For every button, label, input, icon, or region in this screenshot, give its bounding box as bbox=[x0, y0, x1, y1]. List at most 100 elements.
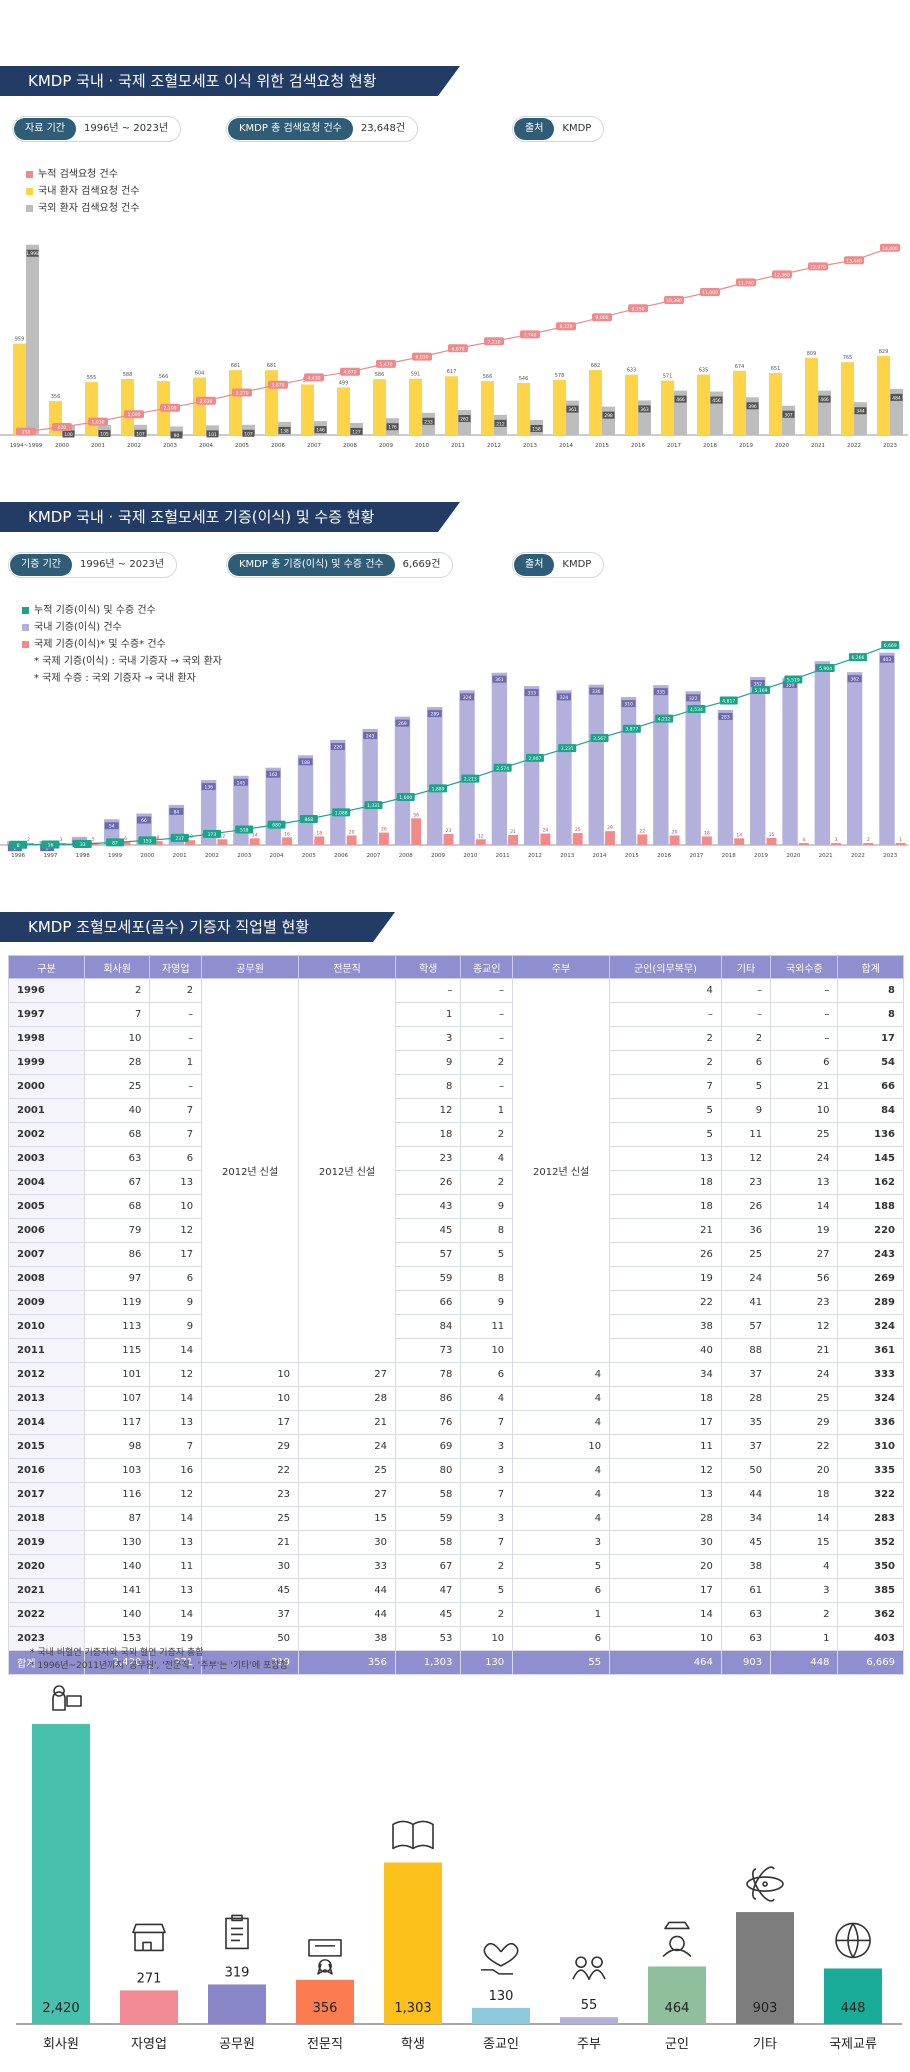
bar-value-label: 319 bbox=[225, 1965, 250, 1980]
cumulative-data-label: 1,088 bbox=[335, 810, 348, 816]
domestic-label-box bbox=[395, 719, 410, 727]
domestic-label-box bbox=[266, 770, 281, 778]
domestic-bar bbox=[517, 383, 530, 435]
table-cell: 7 bbox=[460, 1482, 514, 1507]
table-cell: 107 bbox=[83, 1386, 151, 1411]
table-cell: 45 bbox=[394, 1218, 462, 1243]
cumulative-point bbox=[772, 270, 792, 279]
table-cell: 319 bbox=[201, 1650, 300, 1675]
table-cell: 140 bbox=[83, 1554, 151, 1579]
table-cell: 28 bbox=[83, 1050, 151, 1075]
cumulative-point bbox=[376, 359, 396, 368]
cumulative-point bbox=[880, 243, 900, 252]
table-cell: 28 bbox=[298, 1386, 396, 1411]
table-cell: 2002 bbox=[8, 1122, 85, 1147]
foreign-label-box bbox=[134, 429, 147, 437]
x-tick-label: 2008 bbox=[399, 853, 413, 859]
table-cell: 17 bbox=[837, 1026, 904, 1051]
table-cell: 2 bbox=[83, 978, 151, 1003]
table-cell: 15 bbox=[298, 1506, 396, 1531]
foreign-label-box bbox=[422, 417, 435, 425]
legend-label: 누적 기증(이식) 및 수증 건수 bbox=[34, 605, 156, 616]
foreign-label-box bbox=[242, 429, 255, 437]
foreign-data-label: 100 bbox=[64, 432, 73, 438]
table-cell: 403 bbox=[837, 1626, 904, 1651]
international-data-label: 18 bbox=[704, 830, 710, 836]
x-tick-label: 2021 bbox=[819, 853, 833, 859]
cumulative-data-label: 10,380 bbox=[666, 298, 682, 304]
table-cell: 12 bbox=[149, 1362, 203, 1387]
table-cell: 17 bbox=[609, 1410, 722, 1435]
foreign-data-label: 363 bbox=[640, 407, 649, 413]
domestic-bar bbox=[394, 716, 411, 845]
cumulative-point bbox=[525, 753, 544, 762]
x-tick-label: 2003 bbox=[163, 443, 177, 449]
domestic-data-label: 333 bbox=[527, 691, 536, 697]
table-cell: 53 bbox=[394, 1626, 462, 1651]
table-cell: 18 bbox=[609, 1386, 722, 1411]
donation-chart: 8219968319971751998546199966820008410200… bbox=[0, 641, 908, 859]
category-label: 학생 bbox=[401, 2037, 425, 2052]
table-row: 2009 119 9 66 9 22 41 23 289 bbox=[8, 1290, 904, 1315]
foreign-data-label: 107 bbox=[244, 431, 253, 437]
domestic-bar bbox=[297, 755, 314, 845]
table-cell: 17 bbox=[149, 1242, 203, 1267]
x-tick-label: 2015 bbox=[625, 853, 639, 859]
foreign-label-box bbox=[26, 249, 39, 257]
x-tick-label: 2016 bbox=[657, 853, 671, 859]
table-cell: 136 bbox=[837, 1122, 904, 1147]
table-cell: 20 bbox=[770, 1458, 839, 1483]
table-cell: 9 bbox=[460, 1194, 514, 1219]
foreign-data-label: 138 bbox=[280, 428, 289, 434]
table-cell: 8 bbox=[837, 1002, 904, 1027]
domestic-data-label: 959 bbox=[15, 337, 25, 343]
period-tag: 자료 기간 bbox=[14, 118, 76, 140]
domestic-data-label: 765 bbox=[843, 355, 853, 361]
domestic-label-box bbox=[363, 732, 378, 740]
foreign-bar bbox=[170, 426, 183, 435]
bar-value-label: 903 bbox=[753, 2001, 778, 2016]
table-cell: 2012년 신설 bbox=[298, 978, 396, 1363]
category-label: 기타 bbox=[753, 2037, 777, 2052]
table-cell: 3 bbox=[460, 1434, 514, 1459]
cumulative-data-label: 5,470 bbox=[380, 362, 393, 368]
table-cell: 88 bbox=[720, 1338, 772, 1363]
foreign-label-box bbox=[890, 393, 903, 401]
international-data-label: 24 bbox=[543, 828, 549, 834]
category-label: 공무원 bbox=[219, 2037, 255, 2052]
table-cell: 34 bbox=[609, 1362, 722, 1387]
table-cell: 153 bbox=[83, 1626, 151, 1651]
cumulative-point bbox=[88, 417, 108, 426]
table-cell: 14 bbox=[609, 1602, 722, 1627]
table-cell: 28 bbox=[720, 1386, 772, 1411]
table-row: 2010 113 9 84 11 38 57 12 324 bbox=[8, 1314, 904, 1339]
section1-title: KMDP 국내 · 국제 조혈모세포 이식 위한 검색요청 현황 bbox=[0, 66, 460, 96]
table-cell: 12 bbox=[609, 1458, 722, 1483]
table-cell: – bbox=[149, 1002, 203, 1027]
table-row: 2023 153 19 50 38 53 10 6 10 63 1 403 bbox=[8, 1626, 904, 1651]
international-bar bbox=[637, 834, 648, 845]
cumulative-point bbox=[816, 663, 835, 672]
table-cell: 5 bbox=[460, 1242, 514, 1267]
domestic-data-label: 633 bbox=[627, 368, 637, 374]
table-cell: 38 bbox=[609, 1314, 722, 1339]
table-cell: 162 bbox=[837, 1170, 904, 1195]
international-bar bbox=[282, 837, 292, 845]
table-cell: 38 bbox=[720, 1554, 772, 1579]
period-value: 1996년 ~ 2023년 bbox=[79, 559, 165, 570]
x-tick-label: 1999 bbox=[108, 853, 122, 859]
table-cell: 2007 bbox=[8, 1242, 85, 1267]
x-tick-label: 2011 bbox=[451, 443, 465, 449]
international-bar bbox=[766, 837, 777, 845]
table-cell: 2008 bbox=[8, 1266, 85, 1291]
table-cell: – bbox=[460, 1026, 514, 1051]
cumulative-point bbox=[484, 337, 504, 346]
table-cell: 8 bbox=[460, 1266, 514, 1291]
international-data-label: 15 bbox=[769, 832, 775, 838]
x-tick-label: 2002 bbox=[127, 443, 141, 449]
international-bar bbox=[863, 843, 874, 845]
table-cell: 58 bbox=[394, 1482, 462, 1507]
cumulative-data-label: 7,210 bbox=[488, 339, 501, 345]
column-header: 전문직 bbox=[298, 955, 396, 979]
international-data-label: 14 bbox=[252, 832, 258, 838]
